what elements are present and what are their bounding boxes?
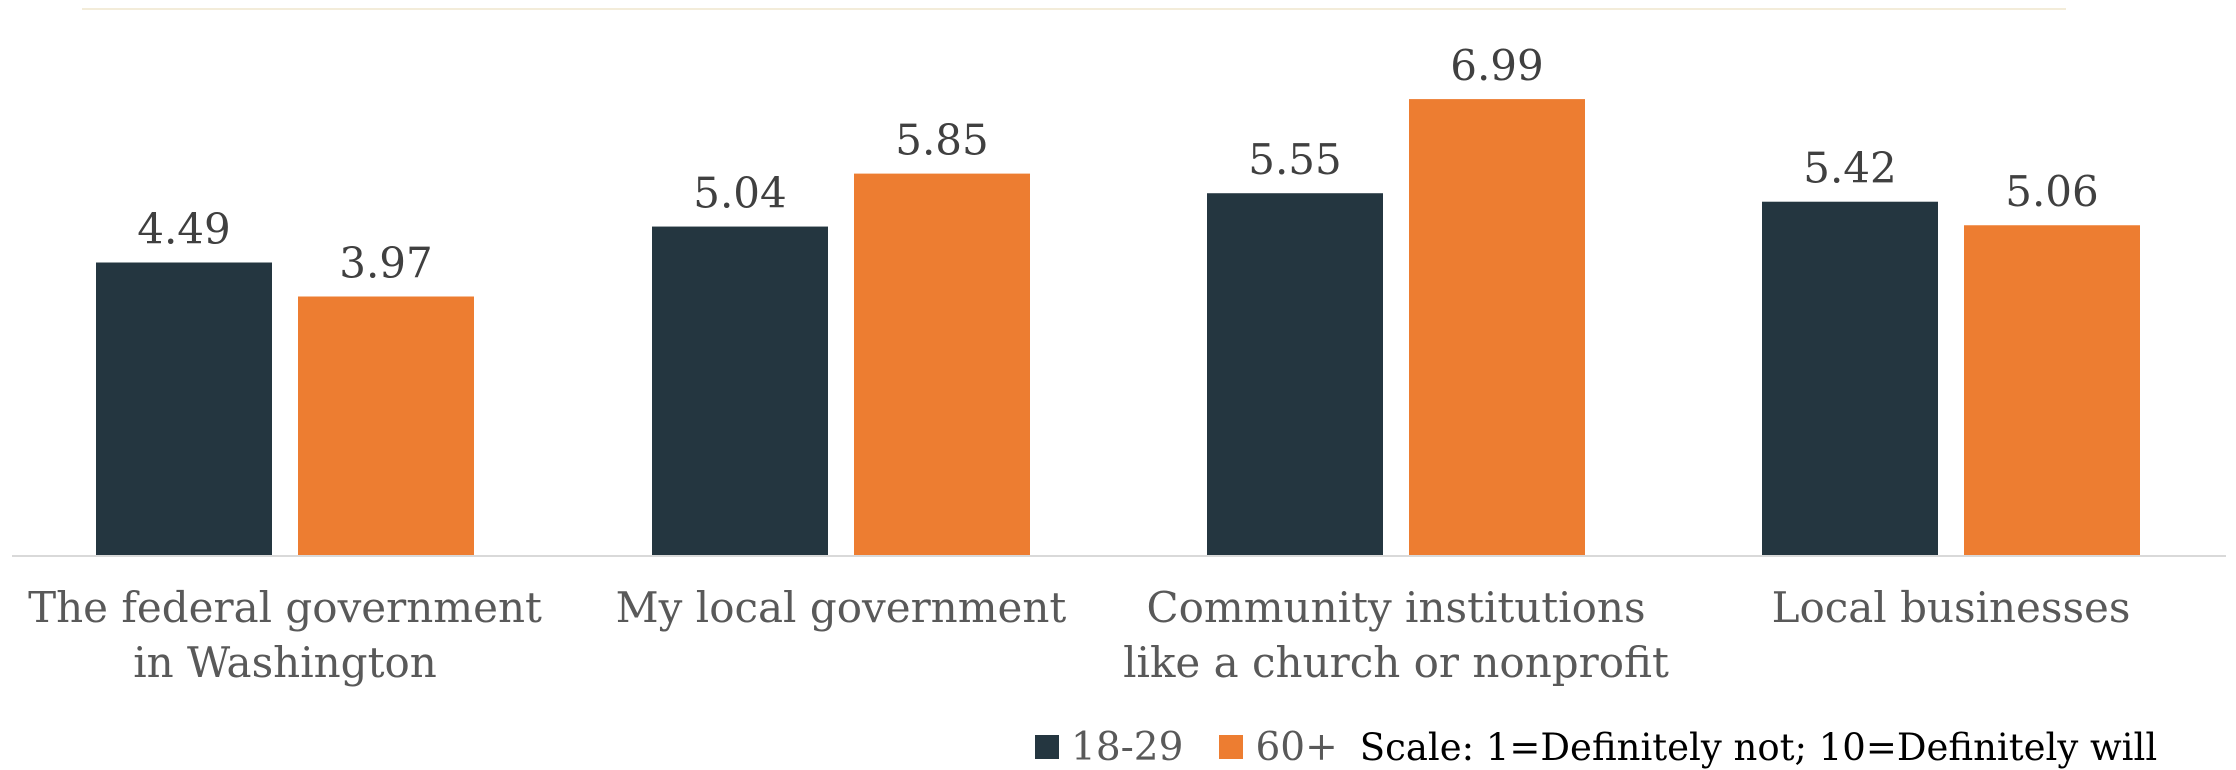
bar-18-29-cat-3: [1762, 201, 1938, 556]
bar-60-plus-cat-3: [1964, 225, 2140, 556]
value-label-18-29-cat-3: 5.42: [1803, 144, 1897, 193]
bar-60-plus-cat-1: [854, 173, 1030, 557]
category-label-0-line-0: The federal government: [28, 583, 542, 632]
value-label-60-plus-cat-1: 5.85: [895, 116, 989, 165]
bar-60-plus-cat-0: [298, 296, 474, 556]
category-label-3-line-0: Local businesses: [1772, 583, 2131, 632]
value-label-18-29-cat-0: 4.49: [137, 205, 231, 254]
legend-label-18-29: 18-29: [1071, 724, 1184, 770]
category-label-0-line-1: in Washington: [133, 638, 437, 687]
bar-18-29-cat-1: [652, 226, 828, 556]
category-label-2-line-0: Community institutions: [1146, 583, 1645, 632]
legend: 18-29 60+ Scale: 1=Definitely not; 10=De…: [1035, 722, 2157, 770]
value-label-60-plus-cat-2: 6.99: [1450, 41, 1544, 90]
bar-18-29-cat-2: [1207, 193, 1383, 556]
value-label-60-plus-cat-3: 5.06: [2005, 167, 2099, 216]
legend-swatch-60-plus: [1219, 735, 1244, 759]
value-label-60-plus-cat-0: 3.97: [339, 238, 433, 287]
category-label-2-line-1: like a church or nonprofit: [1123, 638, 1669, 687]
value-label-18-29-cat-2: 5.55: [1248, 135, 1342, 184]
scale-note: Scale: 1=Definitely not; 10=Definitely w…: [1359, 725, 2158, 769]
category-label-1-line-0: My local government: [616, 583, 1067, 632]
legend-swatch-18-29: [1035, 735, 1059, 759]
value-label-18-29-cat-1: 5.04: [693, 169, 787, 218]
legend-label-60-plus: 60+: [1255, 724, 1338, 770]
bar-18-29-cat-0: [96, 262, 272, 556]
bar-60-plus-cat-2: [1409, 99, 1585, 556]
